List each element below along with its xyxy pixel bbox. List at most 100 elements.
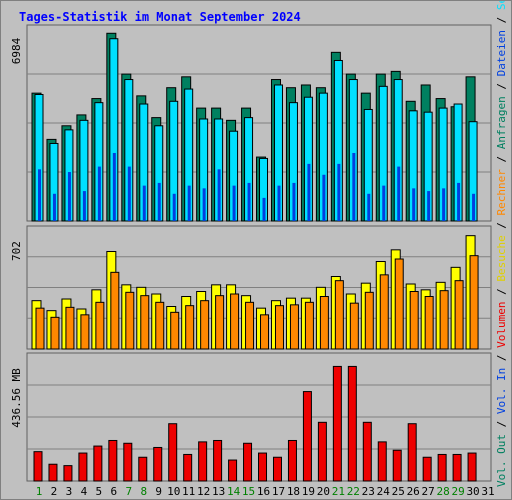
bar-rechner-day-19 — [304, 301, 314, 350]
bar-volumen-day-4 — [78, 452, 88, 482]
bar-volumen-day-5 — [93, 445, 103, 482]
bar-rechner-day-1 — [35, 307, 45, 350]
legend-entry-volumen: Volumen — [495, 302, 508, 348]
bar-rechner-day-10 — [170, 311, 180, 350]
bar-volumen-day-8 — [138, 456, 148, 482]
bar-volumen-day-17 — [272, 456, 282, 482]
x-tick-label-day-28: 28 — [437, 485, 450, 498]
bar-volumen-day-29 — [452, 453, 462, 482]
x-tick-label-day-14: 14 — [227, 485, 241, 498]
bar-rechner-day-11 — [185, 305, 195, 350]
x-tick-label-day-13: 13 — [212, 485, 225, 498]
bar-rechner-day-22 — [349, 302, 359, 350]
bar-seiten-day-29 — [457, 182, 461, 221]
bar-rechner-day-12 — [200, 300, 210, 350]
bar-volumen-day-25 — [392, 449, 402, 482]
bar-rechner-day-8 — [140, 295, 150, 350]
bar-volumen-day-15 — [243, 442, 253, 482]
bar-rechner-day-28 — [439, 290, 449, 350]
bar-seiten-day-11 — [187, 185, 191, 221]
panel-top-ymax-label: 6984 — [10, 37, 23, 64]
bar-volumen-day-10 — [168, 423, 178, 482]
x-tick-label-day-22: 22 — [347, 485, 360, 498]
legend-entry-besuche: Besuche — [495, 235, 508, 281]
x-tick-label-day-20: 20 — [317, 485, 330, 498]
bar-volumen-day-3 — [63, 465, 73, 482]
bar-seiten-day-26 — [412, 188, 416, 221]
bar-seiten-day-5 — [97, 166, 101, 221]
bar-rechner-day-15 — [245, 301, 255, 350]
bar-seiten-day-13 — [217, 169, 221, 221]
bar-volumen-day-20 — [317, 421, 327, 482]
x-tick-label-day-16: 16 — [257, 485, 270, 498]
x-tick-label-day-2: 2 — [51, 485, 58, 498]
x-tick-label-day-24: 24 — [377, 485, 391, 498]
bar-seiten-day-1 — [38, 169, 41, 221]
bar-rechner-day-14 — [230, 293, 240, 350]
bar-seiten-day-23 — [367, 193, 371, 221]
bar-volumen-day-9 — [153, 446, 163, 482]
legend-entry-seiten: Seiten — [495, 1, 508, 10]
x-tick-label-day-26: 26 — [407, 485, 420, 498]
bar-rechner-day-25 — [394, 258, 404, 350]
bar-seiten-day-30 — [472, 193, 476, 221]
bar-rechner-day-20 — [319, 296, 329, 350]
bar-seiten-day-4 — [82, 191, 86, 221]
x-tick-label-day-8: 8 — [140, 485, 147, 498]
bar-rechner-day-9 — [155, 301, 165, 350]
bar-volumen-day-27 — [422, 456, 432, 482]
bar-seiten-day-28 — [442, 188, 446, 221]
x-tick-label-day-27: 27 — [422, 485, 435, 498]
bar-seiten-day-9 — [157, 182, 161, 221]
bar-rechner-day-13 — [215, 295, 225, 350]
x-tick-label-day-4: 4 — [81, 485, 88, 498]
bar-seiten-day-8 — [142, 185, 146, 221]
bar-seiten-day-25 — [397, 166, 401, 221]
bar-seiten-day-17 — [277, 185, 281, 221]
x-tick-label-day-19: 19 — [302, 485, 315, 498]
bar-volumen-day-2 — [48, 463, 58, 482]
x-tick-label-day-18: 18 — [287, 485, 300, 498]
bar-seiten-day-20 — [322, 174, 326, 221]
bar-seiten-day-15 — [247, 182, 251, 221]
x-tick-label-day-10: 10 — [167, 485, 180, 498]
bar-rechner-day-21 — [334, 280, 344, 350]
x-tick-label-day-23: 23 — [362, 485, 375, 498]
bar-rechner-day-24 — [379, 274, 389, 350]
bar-volumen-day-11 — [183, 453, 193, 482]
bar-volumen-day-23 — [362, 421, 372, 482]
bar-rechner-day-5 — [95, 301, 105, 350]
x-tick-label-day-12: 12 — [197, 485, 210, 498]
bar-volumen-day-30 — [467, 452, 477, 482]
bar-rechner-day-29 — [454, 280, 464, 350]
x-tick-label-day-5: 5 — [96, 485, 103, 498]
bar-volumen-day-22 — [347, 365, 357, 482]
bar-volumen-day-13 — [213, 439, 223, 482]
bar-seiten-day-21 — [337, 163, 341, 221]
bar-volumen-day-24 — [377, 441, 387, 482]
bar-volumen-day-21 — [332, 365, 342, 482]
legend-entry-vol-out: Vol. Out — [495, 434, 508, 487]
bar-rechner-day-23 — [364, 291, 374, 350]
bar-seiten-day-22 — [352, 152, 356, 221]
panel-middle-ymax-label: 702 — [10, 241, 23, 261]
x-tick-label-day-25: 25 — [392, 485, 405, 498]
bar-volumen-day-16 — [258, 452, 268, 482]
x-tick-label-day-11: 11 — [182, 485, 195, 498]
bar-seiten-day-12 — [202, 188, 206, 221]
bar-volumen-day-19 — [302, 391, 312, 482]
bar-volumen-day-6 — [108, 439, 118, 482]
bar-volumen-day-18 — [287, 439, 297, 482]
bar-rechner-day-30 — [469, 255, 479, 350]
legend-entry-anfragen: Anfragen — [495, 96, 508, 149]
bar-seiten-day-19 — [307, 163, 311, 221]
bar-rechner-day-4 — [80, 314, 90, 350]
x-tick-label-day-1: 1 — [36, 485, 43, 498]
bar-volumen-day-12 — [198, 441, 208, 482]
x-tick-label-day-17: 17 — [272, 485, 285, 498]
right-legend: Vol. Out / Vol. In / Volumen / Besuche /… — [495, 1, 508, 487]
bar-rechner-day-27 — [424, 296, 434, 350]
bar-seiten-day-7 — [127, 166, 131, 221]
